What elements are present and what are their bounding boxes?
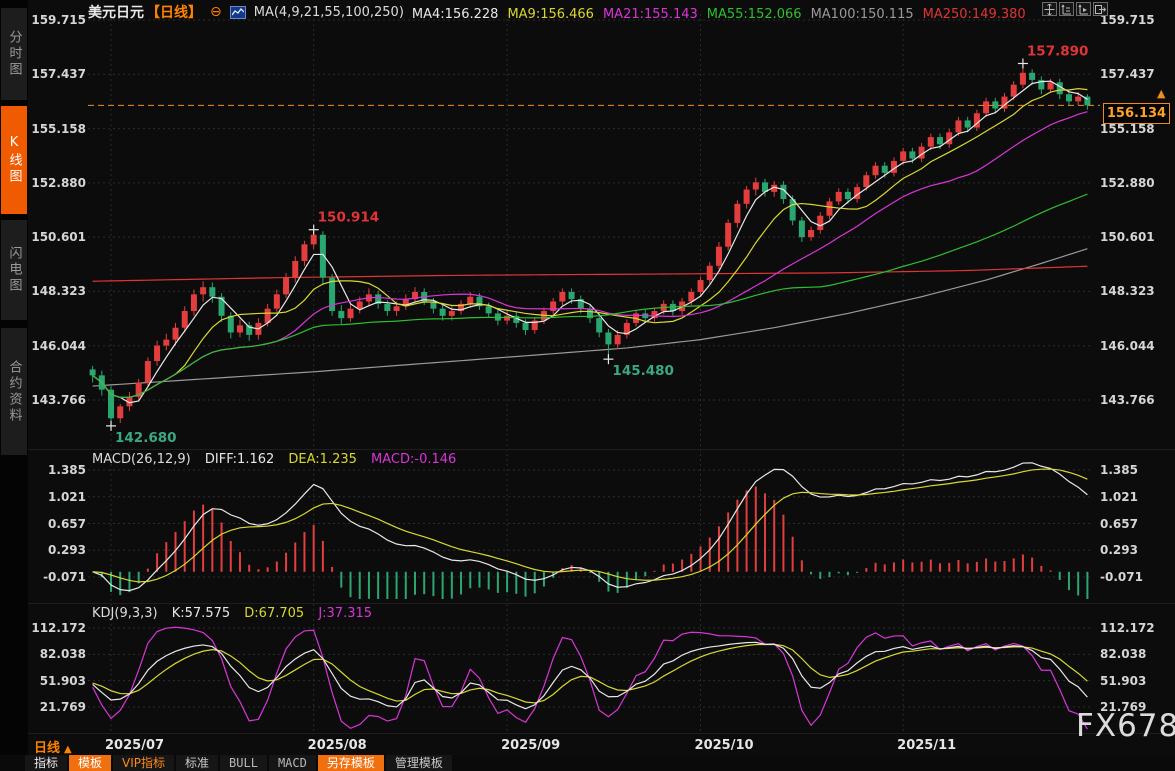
panel-divider [28,603,1175,604]
ma-values: MA4:156.228 MA9:156.466 MA21:155.143 MA55:1… [412,3,1035,22]
ma-value-label: MA100:150.115 [810,6,914,22]
chart-toolbar [1042,2,1108,16]
sidebar-tab-1[interactable]: 分时图 [1,8,27,100]
x-axis-month-label: 2025/10 [694,738,754,753]
x-axis-month-label: 2025/11 [897,738,957,753]
pan-move-icon[interactable] [1042,2,1057,16]
ma-value-label: MA55:152.066 [706,6,802,22]
bottom-tab[interactable]: 另存模板 [317,755,384,771]
ma-value-label: MA4:156.228 [411,6,499,22]
bottom-tab[interactable]: 模板 [69,755,112,771]
pane-expand-icon[interactable] [1093,2,1108,16]
y-axis-scale-left-icon[interactable] [1059,2,1074,16]
panel-divider [28,449,1175,450]
bottom-tab[interactable]: 标准 [176,755,219,771]
chart-canvas[interactable]: 157.890 150.914 145.480 142.680 [0,0,1175,735]
macd-header: MACD(26,12,9) DIFF:1.162 DEA:1.235 MACD:… [92,452,466,467]
period-tag: 【日线】 [146,5,202,21]
bottom-tab[interactable]: 指标 [25,755,68,771]
macd-macd-value: MACD:-0.146 [371,452,457,467]
watermark: FX678 [1076,708,1175,744]
svg-text:142.680: 142.680 [115,430,177,446]
panel-divider [28,733,1175,734]
svg-text:145.480: 145.480 [612,363,674,379]
kdj-k-value: K:57.575 [171,606,231,621]
x-axis-month-label: 2025/09 [501,738,561,753]
chevron-up-icon: ▲ [64,744,72,755]
left-sidebar: 分时图 K线图闪电图合约资料 [0,0,28,771]
price-up-arrow-icon: ▲ [1157,87,1166,100]
y-axis-scale-right-icon[interactable] [1076,2,1091,16]
svg-text:157.890: 157.890 [1027,43,1089,59]
symbol-title: 美元日元 [88,5,144,21]
bottom-tabbar: 指标 模板 VIP指标 标准 BULL MACD 另存模板 管理模板 [0,755,1175,771]
x-axis-month-label: 2025/07 [105,738,165,753]
ma-value-label: MA250:149.380 [922,6,1026,22]
macd-dea-value: DEA:1.235 [288,452,357,467]
kdj-title: KDJ(9,3,3) [92,606,158,621]
bottom-tab[interactable]: BULL [220,755,267,771]
zoom-out-icon[interactable]: ⊖ [210,4,222,20]
chart-style-icon[interactable] [229,5,246,19]
sidebar-tab-3[interactable]: 闪电图 [1,220,27,320]
macd-title: MACD(26,12,9) [92,452,191,467]
x-axis-month-label: 2025/08 [307,738,367,753]
ma-value-label: MA9:156.466 [507,6,594,22]
sidebar-tab-4[interactable]: 合约资料 [1,328,27,455]
svg-text:150.914: 150.914 [318,210,380,226]
kdj-header: KDJ(9,3,3) K:57.575 D:67.705 J:37.315 [92,606,382,621]
bottom-tab[interactable]: VIP指标 [113,755,175,771]
period-selector[interactable]: 日线 ▲ [34,737,72,756]
bottom-tab[interactable]: MACD [268,755,316,771]
ma-value-label: MA21:155.143 [602,6,698,22]
kdj-d-value: D:67.705 [244,606,305,621]
current-price-box: 156.134 [1103,103,1170,124]
kdj-j-value: J:37.315 [318,606,373,621]
macd-diff-value: DIFF:1.162 [204,452,275,467]
bottom-tab[interactable]: 管理模板 [385,755,452,771]
ma-settings-label: MA(4,9,21,55,100,250) [253,4,404,20]
period-selector-label: 日线 [34,741,61,756]
chart-header: 美元日元 【日线】 ⊖ MA(4,9,21,55,100,250) MA4:15… [88,3,1035,22]
sidebar-tab-2[interactable]: K线图 [1,106,27,214]
